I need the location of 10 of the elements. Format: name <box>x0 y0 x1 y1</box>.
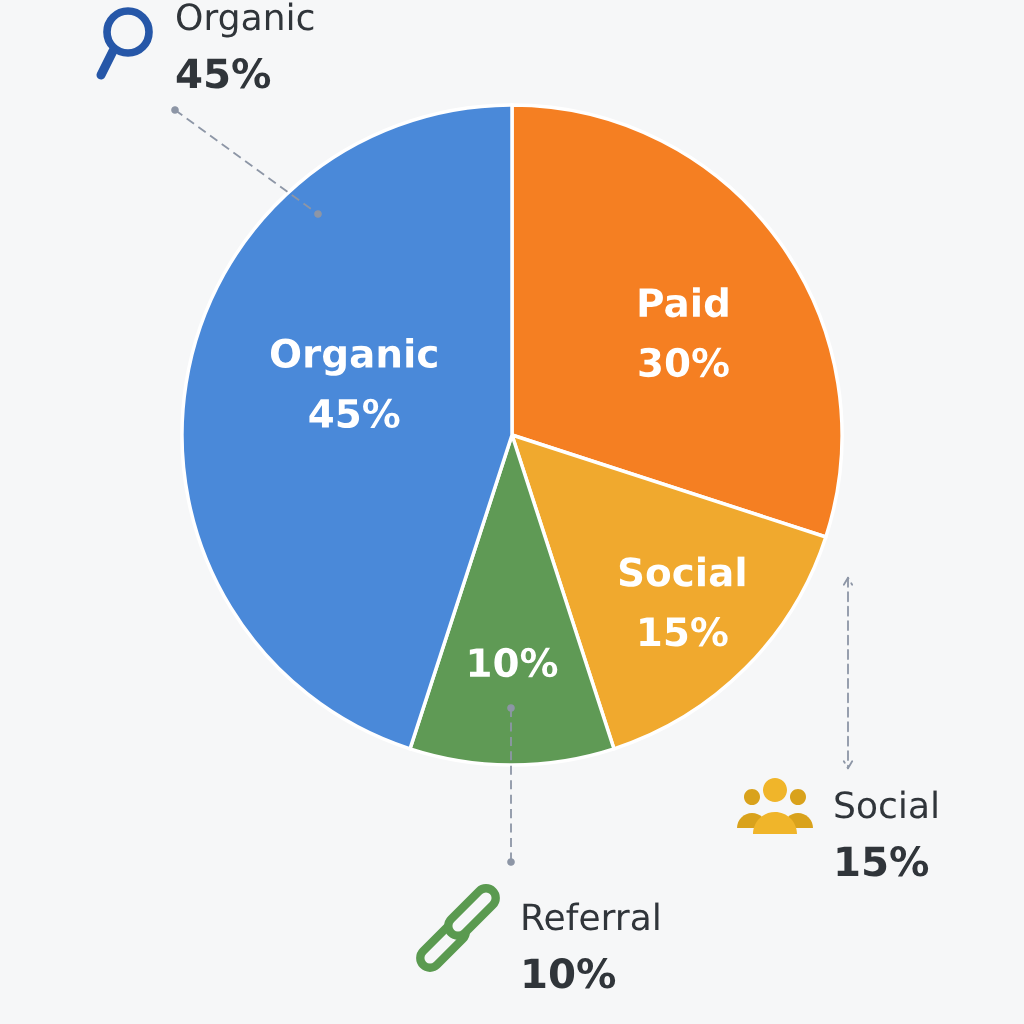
data-label: 30% <box>639 347 729 378</box>
data-label: 15% <box>640 617 728 647</box>
data-label: 10% <box>469 647 558 678</box>
slice-label: Social <box>619 556 745 587</box>
slice-label: Paid <box>639 287 728 318</box>
data-label: 45% <box>309 398 400 429</box>
slice-label: Organic <box>270 337 437 376</box>
text: Referral 10% <box>523 902 659 989</box>
text: Organic 45% <box>176 2 314 89</box>
text: Social 15% <box>835 790 937 877</box>
